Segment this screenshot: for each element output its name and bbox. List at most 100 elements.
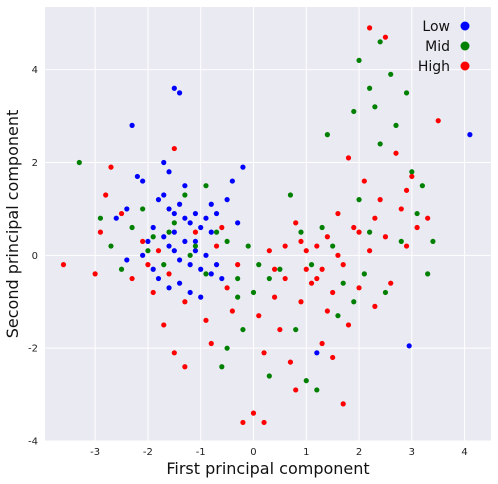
data-point: [340, 401, 346, 407]
legend-label: High: [418, 59, 450, 75]
data-point: [97, 229, 104, 235]
data-point: [377, 197, 383, 203]
data-point: [150, 289, 156, 296]
data-point: [171, 145, 177, 152]
data-point: [324, 308, 330, 314]
data-point: [203, 271, 209, 277]
data-point: [298, 299, 304, 305]
data-point: [192, 243, 199, 249]
data-point: [187, 289, 193, 296]
data-point: [266, 275, 272, 282]
data-point: [308, 262, 315, 268]
data-point: [187, 262, 193, 268]
data-point: [140, 178, 146, 184]
data-point: [409, 169, 415, 175]
data-point: [166, 169, 172, 175]
data-point: [171, 210, 177, 217]
data-point: [108, 164, 114, 170]
x-tick-label: 4: [461, 447, 467, 458]
data-point: [367, 248, 373, 254]
data-point: [145, 248, 151, 254]
data-point: [240, 326, 246, 333]
data-point: [282, 243, 288, 249]
data-point: [176, 201, 183, 207]
data-point: [118, 266, 125, 272]
data-point: [403, 187, 410, 193]
data-point: [240, 164, 246, 170]
data-point: [287, 359, 294, 365]
data-point: [372, 215, 378, 221]
y-axis-title: Second principal component: [3, 110, 22, 339]
data-point: [76, 159, 82, 166]
x-tick-labels: -3 -2 -1 0 1 2 3 4: [90, 447, 468, 458]
data-point: [192, 229, 199, 235]
data-point: [166, 271, 172, 277]
x-tick-label: 3: [409, 447, 415, 458]
data-point: [330, 289, 336, 296]
data-point: [340, 280, 346, 286]
data-point: [367, 25, 373, 31]
data-point: [403, 243, 410, 249]
data-point: [140, 206, 146, 212]
data-point: [356, 57, 362, 63]
data-point: [367, 85, 373, 91]
x-tick-label: 0: [250, 447, 256, 458]
data-point: [277, 266, 283, 272]
data-point: [161, 262, 167, 268]
data-point: [60, 262, 67, 268]
data-point: [256, 262, 262, 268]
legend-marker: [460, 41, 470, 51]
data-point: [171, 85, 177, 91]
data-point: [150, 224, 156, 231]
data-point: [314, 387, 320, 393]
data-point: [266, 373, 272, 379]
data-point: [271, 294, 278, 300]
data-point: [293, 326, 299, 333]
data-point: [182, 238, 188, 245]
data-point: [166, 243, 172, 249]
x-tick-label: 1: [303, 447, 309, 458]
data-point: [414, 224, 420, 231]
data-point: [208, 271, 214, 277]
data-point: [219, 364, 225, 370]
data-point: [182, 183, 188, 189]
data-point: [282, 275, 288, 282]
data-point: [219, 224, 225, 231]
data-point: [303, 248, 309, 254]
x-tick-label: -1: [196, 447, 206, 458]
data-point: [250, 289, 257, 296]
data-point: [314, 275, 320, 282]
data-point: [293, 220, 299, 226]
data-point: [367, 229, 373, 235]
data-point: [345, 155, 352, 161]
data-point: [467, 132, 473, 138]
data-point: [382, 289, 389, 296]
data-point: [224, 285, 230, 291]
data-point: [192, 238, 199, 245]
data-point: [171, 229, 177, 235]
data-point: [182, 364, 188, 370]
series-low: [113, 85, 473, 356]
data-point: [335, 210, 341, 217]
data-point: [308, 280, 315, 286]
data-point: [213, 229, 220, 235]
data-point: [187, 252, 193, 258]
grid-lines: [45, 7, 491, 442]
data-point: [303, 378, 309, 384]
data-point: [161, 322, 167, 328]
data-point: [393, 122, 399, 128]
data-point: [314, 350, 320, 356]
legend-marker: [460, 21, 470, 31]
data-point: [393, 150, 399, 156]
data-point: [382, 234, 389, 240]
legend-label: Mid: [425, 39, 450, 55]
data-point: [361, 178, 367, 184]
data-point: [351, 299, 357, 305]
data-point: [330, 354, 336, 361]
data-point: [161, 234, 167, 240]
data-point: [219, 275, 225, 282]
data-point: [182, 215, 188, 221]
data-point: [335, 252, 341, 258]
data-point: [171, 220, 177, 226]
data-point: [166, 206, 172, 212]
